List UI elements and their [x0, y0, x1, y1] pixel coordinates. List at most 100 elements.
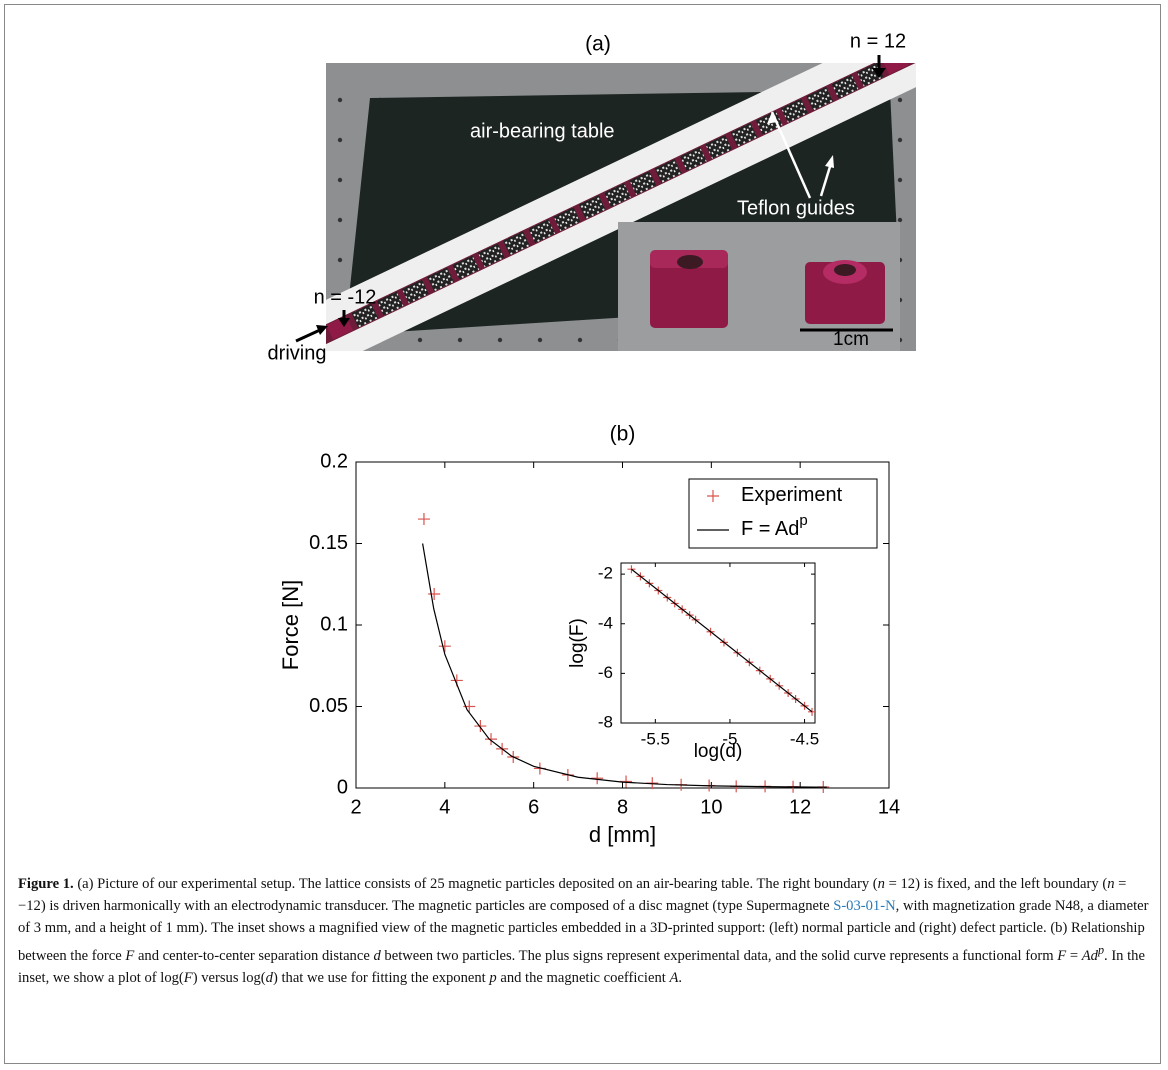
particles: [326, 63, 909, 340]
photo: air-bearing table Teflon guides 1cm: [326, 63, 916, 351]
caption-text: . In the inset, we show a plot of log(: [18, 947, 1145, 986]
x-tick-label: 4: [439, 796, 450, 818]
y-axis-label: log(F): [567, 618, 588, 668]
x-tick-label: 6: [528, 796, 539, 818]
caption: Figure 1. (a) Picture of our experimenta…: [18, 873, 1153, 989]
x-tick-label: -5: [722, 729, 737, 748]
arrowhead: [338, 318, 350, 327]
caption-math: F: [183, 969, 193, 986]
x-axis-label: d [mm]: [589, 822, 656, 847]
legend-label: Experiment: [741, 484, 843, 506]
normal-particle: [650, 258, 728, 328]
figure-frame: [4, 4, 1161, 1064]
x-tick-label: -4.5: [790, 729, 819, 748]
x-tick-label: 8: [617, 796, 628, 818]
particle: [503, 231, 530, 256]
photo-label: 1cm: [833, 329, 869, 350]
particle: [604, 183, 631, 208]
particle: [680, 147, 707, 171]
caption-text: = 12) is fixed, and the left boundary (: [884, 876, 1108, 892]
photo-label: n = 12: [850, 30, 906, 52]
x-tick-label: 2: [350, 796, 361, 818]
chart-title: (b): [610, 423, 636, 446]
caption-text: (a) Picture of our experimental setup. T…: [73, 876, 878, 892]
caption-math: p: [1097, 943, 1105, 957]
particle: [402, 279, 429, 304]
particle: [705, 134, 733, 159]
caption-text: ) that we use for fitting the exponent: [272, 969, 490, 986]
y-tick-label: -6: [598, 663, 613, 682]
legend-label: F = Adp: [741, 512, 808, 540]
y-axis-label: Force [N]: [278, 580, 303, 670]
particle: [831, 74, 859, 99]
y-tick-label: -4: [598, 613, 613, 632]
fit-line: [631, 568, 813, 713]
caption-text: =: [1066, 947, 1082, 964]
x-tick-label: 14: [878, 796, 900, 818]
photo-label: air-bearing table: [470, 120, 615, 142]
hole: [834, 264, 856, 276]
particle: [730, 122, 758, 147]
data-point: [417, 513, 430, 526]
caption-math: Ad: [1081, 947, 1098, 964]
particle: [781, 98, 808, 123]
caption-math: p: [489, 969, 497, 986]
y-tick-label: 0.05: [309, 695, 348, 717]
particle: [806, 86, 834, 111]
particle: [477, 243, 505, 268]
figure: (a) air-bearing table Teflon guides 1cm …: [268, 30, 916, 847]
arrowhead: [767, 112, 776, 124]
caption-math: F: [1057, 947, 1067, 964]
data-point: [485, 733, 498, 746]
defect-particle: [805, 262, 885, 324]
caption-math: n: [1107, 876, 1115, 892]
caption-text: between two particles. The plus signs re…: [380, 947, 1058, 964]
guide-arrow: [770, 111, 812, 199]
arrow: [295, 328, 321, 343]
y-tick-label: 0.15: [309, 532, 348, 554]
photo-label: Teflon guides: [737, 197, 855, 219]
caption-label: Figure 1.: [18, 876, 74, 892]
caption-text: .: [678, 969, 683, 986]
x-tick-label: -5.5: [641, 729, 670, 748]
hole: [677, 255, 703, 269]
caption-math: A: [669, 969, 679, 986]
caption-text: and center-to-center separation distance: [134, 947, 374, 964]
photo-label: n = -12: [314, 286, 377, 308]
particle: [654, 159, 682, 183]
arrowhead: [872, 68, 886, 78]
caption-text: ) versus log(: [192, 969, 266, 986]
particle: [351, 303, 379, 328]
x-axis-label: log(d): [694, 741, 743, 762]
arrowhead: [825, 155, 834, 168]
data-point: [474, 720, 487, 733]
fit-line: [422, 543, 827, 788]
y-tick-label: 0.2: [320, 450, 348, 472]
caption-math: d: [265, 969, 273, 986]
strip: [326, 63, 916, 351]
caption-text: , with magnetization grade N48, a diamet…: [18, 898, 1149, 964]
particle: [553, 207, 581, 232]
particle: [578, 195, 606, 220]
particle: [427, 267, 455, 292]
photo-label: driving: [268, 342, 327, 364]
particle: [528, 219, 556, 244]
caption-math: d: [373, 947, 381, 964]
panel-a-title: (a): [585, 33, 611, 56]
caption-link[interactable]: S-03-01-N: [833, 898, 896, 914]
legend-swatch: [707, 490, 719, 502]
legend-label-superscript: p: [799, 512, 807, 529]
particle: [882, 63, 909, 75]
legend-label: Experiment: [741, 484, 843, 506]
x-tick-label: 10: [700, 796, 722, 818]
data-point: [428, 588, 441, 601]
legend-box: [688, 478, 878, 549]
x-tick-label: 12: [789, 796, 811, 818]
y-tick-label: -2: [598, 564, 613, 583]
plot-area: [620, 562, 816, 724]
particle: [629, 171, 657, 196]
caption-math: F: [125, 947, 135, 964]
y-tick-label: 0.1: [320, 613, 348, 635]
particle: [452, 255, 480, 280]
